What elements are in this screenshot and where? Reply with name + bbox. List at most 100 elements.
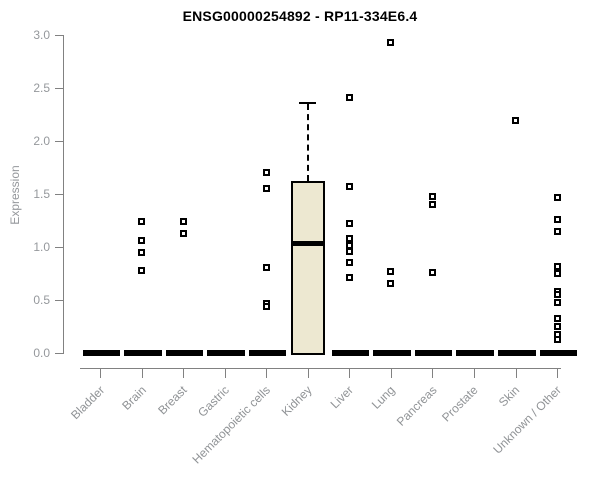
zero-value-point: [155, 350, 162, 356]
zero-median-bar: [373, 350, 409, 356]
x-tick-label: Hematopoietic cells: [189, 383, 274, 467]
y-tick-label: 0.0: [33, 346, 50, 360]
data-point: [179, 229, 187, 237]
x-tick: [224, 368, 226, 378]
data-point: [345, 94, 353, 102]
data-point: [345, 274, 353, 282]
x-axis-line: [80, 368, 562, 369]
zero-median-bar: [82, 350, 118, 356]
x-tick-label: Breast: [155, 383, 191, 418]
data-point: [138, 218, 146, 226]
x-tick-label: Liver: [327, 383, 357, 412]
x-tick-label: Kidney: [278, 383, 315, 419]
data-point: [428, 268, 436, 276]
x-tick-label: Pancreas: [393, 383, 440, 429]
zero-median-bar: [414, 350, 450, 356]
upper-whisker: [306, 103, 309, 182]
data-point: [553, 298, 561, 306]
x-tick-label: Skin: [495, 383, 523, 410]
data-point: [345, 259, 353, 267]
data-point: [553, 335, 561, 343]
x-tick-label: Gastric: [194, 383, 232, 420]
data-point: [262, 169, 270, 177]
data-point: [512, 117, 519, 125]
data-point: [345, 220, 353, 228]
zero-value-point: [529, 350, 536, 356]
zero-value-point: [487, 350, 494, 356]
x-tick: [266, 368, 268, 378]
y-tick: [55, 88, 63, 89]
data-point: [387, 279, 395, 287]
data-point: [428, 201, 436, 209]
y-tick: [55, 35, 63, 36]
zero-median-bar: [498, 350, 533, 356]
upper-whisker-cap: [298, 101, 316, 104]
data-point: [138, 237, 146, 245]
data-point: [262, 263, 270, 271]
data-point: [387, 38, 395, 46]
zero-value-point: [197, 350, 204, 356]
y-tick-label: 3.0: [33, 28, 50, 42]
x-tick-label: Prostate: [439, 383, 481, 425]
data-point: [553, 270, 561, 277]
zero-value-point: [446, 350, 453, 356]
x-tick: [473, 368, 475, 378]
zero-value-point: [238, 350, 245, 356]
x-tick: [515, 368, 517, 378]
data-point: [345, 183, 353, 191]
zero-value-point: [114, 350, 120, 356]
y-axis-line: [63, 35, 64, 354]
x-tick: [349, 368, 351, 378]
x-tick: [432, 368, 434, 378]
zero-median-bar: [456, 350, 492, 356]
data-point: [428, 192, 436, 200]
zero-median-bar: [124, 350, 160, 356]
data-point: [553, 193, 561, 201]
x-tick: [557, 368, 559, 378]
x-tick-label: Lung: [368, 383, 398, 412]
y-tick-label: 1.0: [33, 240, 50, 254]
box: [290, 181, 325, 355]
data-point: [553, 291, 561, 299]
y-tick-label: 0.5: [33, 293, 50, 307]
y-tick: [55, 247, 63, 248]
data-point: [179, 218, 187, 226]
zero-median-bar: [539, 350, 575, 356]
data-point: [553, 262, 561, 270]
x-tick: [183, 368, 185, 378]
x-tick-label: Brain: [118, 383, 149, 413]
x-tick: [141, 368, 143, 378]
x-tick: [390, 368, 392, 378]
y-tick-label: 2.0: [33, 134, 50, 148]
box-median-line: [290, 240, 325, 246]
y-tick: [55, 353, 63, 354]
data-point: [553, 215, 561, 223]
x-tick-label: Bladder: [67, 383, 107, 423]
zero-median-bar: [207, 350, 243, 356]
zero-value-point: [280, 350, 287, 356]
data-point: [262, 185, 270, 193]
y-tick: [55, 141, 63, 142]
data-point: [262, 302, 270, 310]
data-point: [553, 227, 561, 235]
data-point: [387, 267, 395, 275]
zero-median-bar: [331, 350, 367, 356]
zero-median-bar: [165, 350, 201, 356]
x-tick: [307, 368, 309, 378]
x-tick: [100, 368, 101, 378]
data-point: [345, 235, 353, 243]
data-point: [138, 248, 146, 256]
zero-value-point: [571, 350, 578, 356]
y-tick: [55, 300, 63, 301]
data-point: [553, 314, 561, 322]
y-tick-label: 2.5: [33, 81, 50, 95]
data-point: [345, 247, 353, 255]
data-point: [553, 323, 561, 330]
zero-value-point: [363, 350, 370, 356]
y-tick-label: 1.5: [33, 187, 50, 201]
zero-value-point: [404, 350, 411, 356]
chart-title: ENSG00000254892 - RP11-334E6.4: [182, 8, 418, 24]
y-tick: [55, 194, 63, 195]
data-point: [138, 266, 146, 274]
